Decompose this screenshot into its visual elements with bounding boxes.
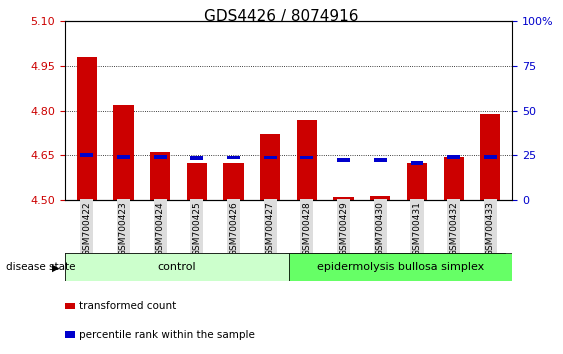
Bar [190,156,203,160]
Bar [370,195,390,200]
Bar [301,156,313,160]
Text: GSM700430: GSM700430 [376,201,385,256]
Bar [65,253,289,281]
Text: GSM700432: GSM700432 [449,201,458,256]
Bar [337,158,350,162]
Text: GSM700428: GSM700428 [302,201,311,256]
Bar [447,155,460,159]
Bar [410,161,423,165]
Text: GSM700422: GSM700422 [82,201,91,256]
Bar [289,253,512,281]
Bar [117,155,130,159]
Bar [65,253,285,281]
Text: GSM700431: GSM700431 [413,201,422,256]
Bar [480,114,501,200]
Bar [260,135,280,200]
Bar [154,155,167,159]
Text: epidermolysis bullosa simplex: epidermolysis bullosa simplex [317,262,484,272]
Text: GSM700426: GSM700426 [229,201,238,256]
Bar [407,163,427,200]
Text: GSM700424: GSM700424 [155,201,164,256]
Bar [484,155,497,159]
Bar [374,158,387,162]
Text: disease state: disease state [6,262,75,272]
Bar [264,156,276,160]
Text: GSM700429: GSM700429 [339,201,348,256]
Bar [224,163,244,200]
Bar [187,163,207,200]
Text: control: control [155,262,194,272]
Bar [77,57,97,200]
Text: GDS4426 / 8074916: GDS4426 / 8074916 [204,9,359,24]
Text: GSM700427: GSM700427 [266,201,275,256]
Text: GSM700433: GSM700433 [486,201,495,256]
Bar [227,156,240,160]
Bar [150,152,170,200]
Text: ▶: ▶ [52,262,59,272]
Text: GSM700425: GSM700425 [193,201,202,256]
Bar [333,197,354,200]
Text: percentile rank within the sample: percentile rank within the sample [79,330,254,339]
Bar [113,105,133,200]
Bar [81,153,93,157]
Text: GSM700423: GSM700423 [119,201,128,256]
Bar [444,157,464,200]
Bar [297,120,317,200]
Text: transformed count: transformed count [79,301,176,311]
Text: control: control [157,262,196,272]
